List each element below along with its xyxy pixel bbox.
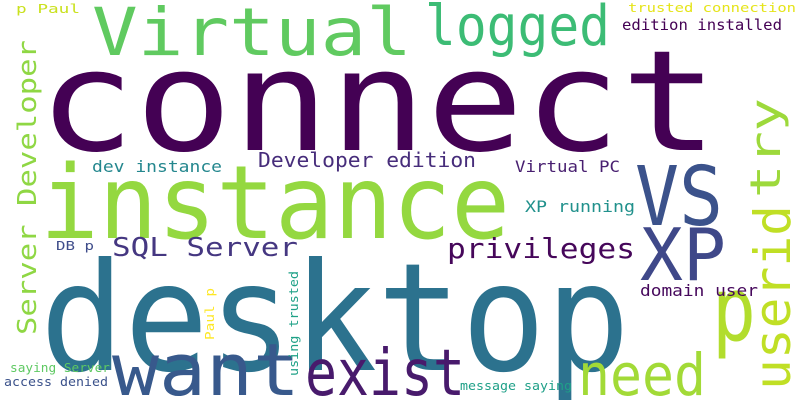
word-access-denied: access denied: [4, 375, 108, 389]
word-using-trusted: using trusted: [287, 271, 301, 376]
word-vs: VS: [635, 150, 723, 245]
word-sql-server: SQL Server: [112, 233, 298, 263]
word-connect: connect: [38, 21, 718, 184]
word-edition-installed: edition installed: [622, 16, 782, 34]
word-try: try: [741, 98, 790, 198]
word-p-large: p: [712, 258, 756, 361]
word-trusted-connection: trusted connection: [628, 1, 796, 15]
word-p-paul: p Paul: [16, 2, 80, 16]
word-logged: logged: [425, 0, 610, 59]
word-privileges: privileges: [447, 232, 635, 265]
word-db-p: DB p: [56, 239, 94, 253]
word-virtual: Virtual: [92, 0, 412, 71]
word-domain-user: domain user: [640, 281, 758, 300]
word-virtual-pc: Virtual PC: [515, 157, 620, 176]
word-message-saying: message saying: [460, 379, 572, 393]
word-paul-p: Paul p: [203, 288, 217, 340]
word-desktop: desktop: [40, 232, 630, 400]
word-userid: userid: [744, 205, 800, 390]
word-xp-running: XP running: [525, 197, 635, 216]
word-want: want: [112, 328, 300, 400]
word-server-developer: Server Developer: [13, 40, 43, 335]
word-dev-instance: dev instance: [92, 157, 222, 176]
word-xp: XP: [640, 213, 726, 297]
word-instance: instance: [40, 144, 510, 263]
word-need: need: [578, 341, 706, 400]
word-developer-edition: Developer edition: [258, 148, 476, 172]
word-exist: exist: [305, 337, 465, 400]
word-saying-server: saying Server: [10, 361, 110, 375]
